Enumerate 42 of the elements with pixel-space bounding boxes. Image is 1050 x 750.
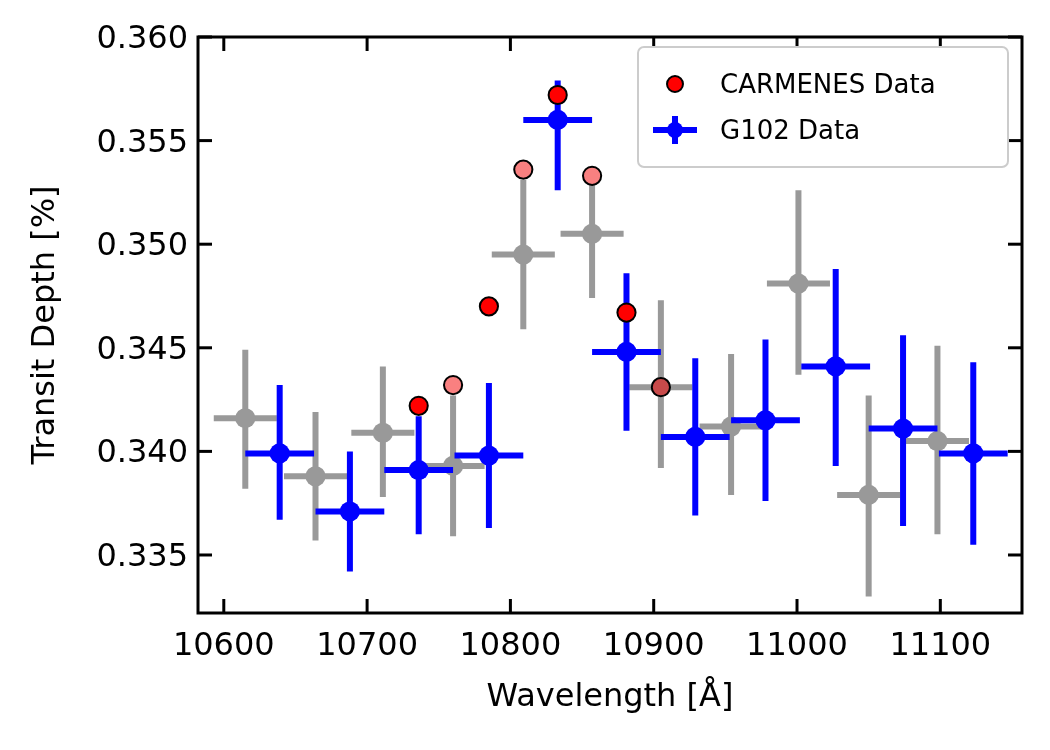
point (513, 244, 534, 265)
point (235, 408, 256, 429)
point (547, 84, 568, 106)
point (616, 341, 637, 363)
point (858, 484, 879, 505)
x-tick-label: 10700 (316, 625, 418, 663)
legend-label: G102 Data (720, 115, 861, 145)
point (616, 302, 637, 323)
x-axis-title: Wavelength [Å] (486, 676, 734, 714)
y-tick-label: 0.355 (96, 121, 188, 160)
point (478, 296, 499, 317)
y-tick-label: 0.340 (96, 432, 188, 471)
x-tick-label: 10800 (459, 625, 562, 663)
y-tick-label: 0.360 (96, 18, 188, 56)
y-tick-label: 0.350 (96, 225, 188, 264)
point (408, 395, 429, 416)
y-axis-title: Transit Depth [%] (24, 185, 62, 466)
x-tick-label: 10600 (172, 625, 275, 663)
point (788, 273, 809, 294)
point (685, 426, 706, 447)
point (372, 422, 393, 443)
point (305, 466, 326, 487)
x-tick-label: 11000 (746, 625, 848, 663)
y-tick-label: 0.335 (96, 535, 188, 574)
x-tick-label: 10900 (602, 625, 705, 663)
point (892, 418, 914, 439)
point (442, 375, 464, 396)
point (755, 410, 776, 431)
legend-label: CARMENES Data (720, 69, 936, 99)
point (408, 459, 429, 481)
point (478, 445, 499, 466)
point (339, 501, 360, 522)
x-tick-label: 11100 (889, 625, 992, 663)
point (581, 223, 603, 244)
point (581, 165, 603, 186)
y-tick-label: 0.345 (96, 328, 188, 367)
point (963, 443, 984, 464)
point (547, 109, 568, 130)
point (269, 443, 290, 464)
point (927, 430, 948, 452)
point (825, 356, 846, 377)
point (513, 159, 534, 180)
